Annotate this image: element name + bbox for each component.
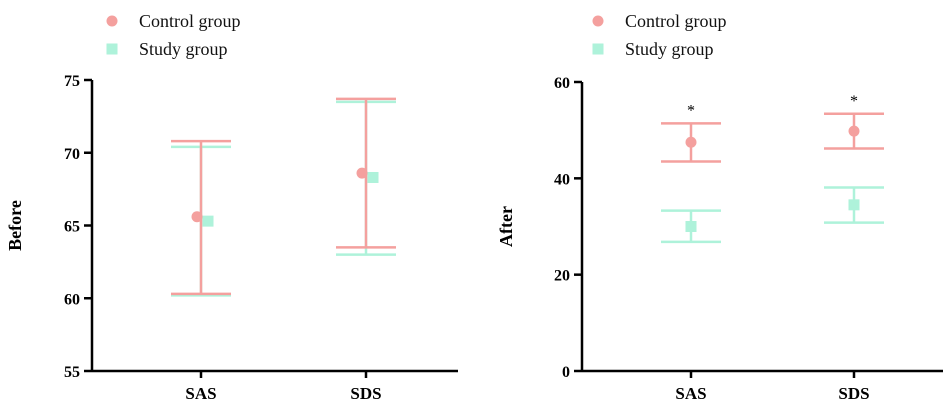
legend-label: Study group	[625, 39, 714, 59]
legend-label: Study group	[139, 39, 228, 59]
x-tick-label: SAS	[185, 384, 216, 403]
y-tick-label: 20	[554, 268, 570, 285]
legend-marker-circle	[106, 15, 118, 27]
significance-marker: *	[850, 93, 858, 110]
y-tick-label: 40	[554, 171, 570, 188]
legend-marker-square	[592, 43, 604, 55]
data-point-square	[685, 221, 697, 232]
chart-panel-2: Control group Study group 0 20 40 60 SAS SDS Aft…	[496, 11, 943, 403]
y-tick-label: 75	[64, 73, 80, 90]
data-point-square	[202, 215, 214, 227]
y-tick-label: 70	[64, 146, 80, 163]
legend-label: Control group	[139, 11, 241, 31]
legend-marker-square	[106, 43, 118, 55]
y-axis-title: Before	[5, 200, 25, 251]
data-point-square	[367, 171, 379, 183]
y-tick-label: 60	[554, 75, 570, 92]
chart-panel-1: Control group Study group 55 60 65 70 75 SAS SDS…	[5, 11, 458, 403]
legend: Control group Study group	[106, 11, 241, 59]
legend-label: Control group	[625, 11, 727, 31]
y-tick-label: 65	[64, 219, 80, 236]
legend: Control group Study group	[592, 11, 727, 59]
y-axis-title: After	[496, 206, 516, 247]
data-point-circle	[191, 211, 203, 223]
x-tick-label: SAS	[675, 384, 706, 403]
y-tick-label: 0	[562, 364, 570, 381]
significance-marker: *	[687, 102, 695, 119]
y-tick-label: 55	[64, 364, 80, 381]
data-point-circle	[848, 125, 860, 137]
data-point-circle	[356, 167, 368, 179]
x-tick-label: SDS	[838, 384, 869, 403]
data-point-circle	[685, 136, 697, 148]
legend-marker-circle	[592, 15, 604, 27]
y-tick-label: 60	[64, 291, 80, 308]
data-point-square	[848, 199, 860, 211]
x-tick-label: SDS	[350, 384, 381, 403]
